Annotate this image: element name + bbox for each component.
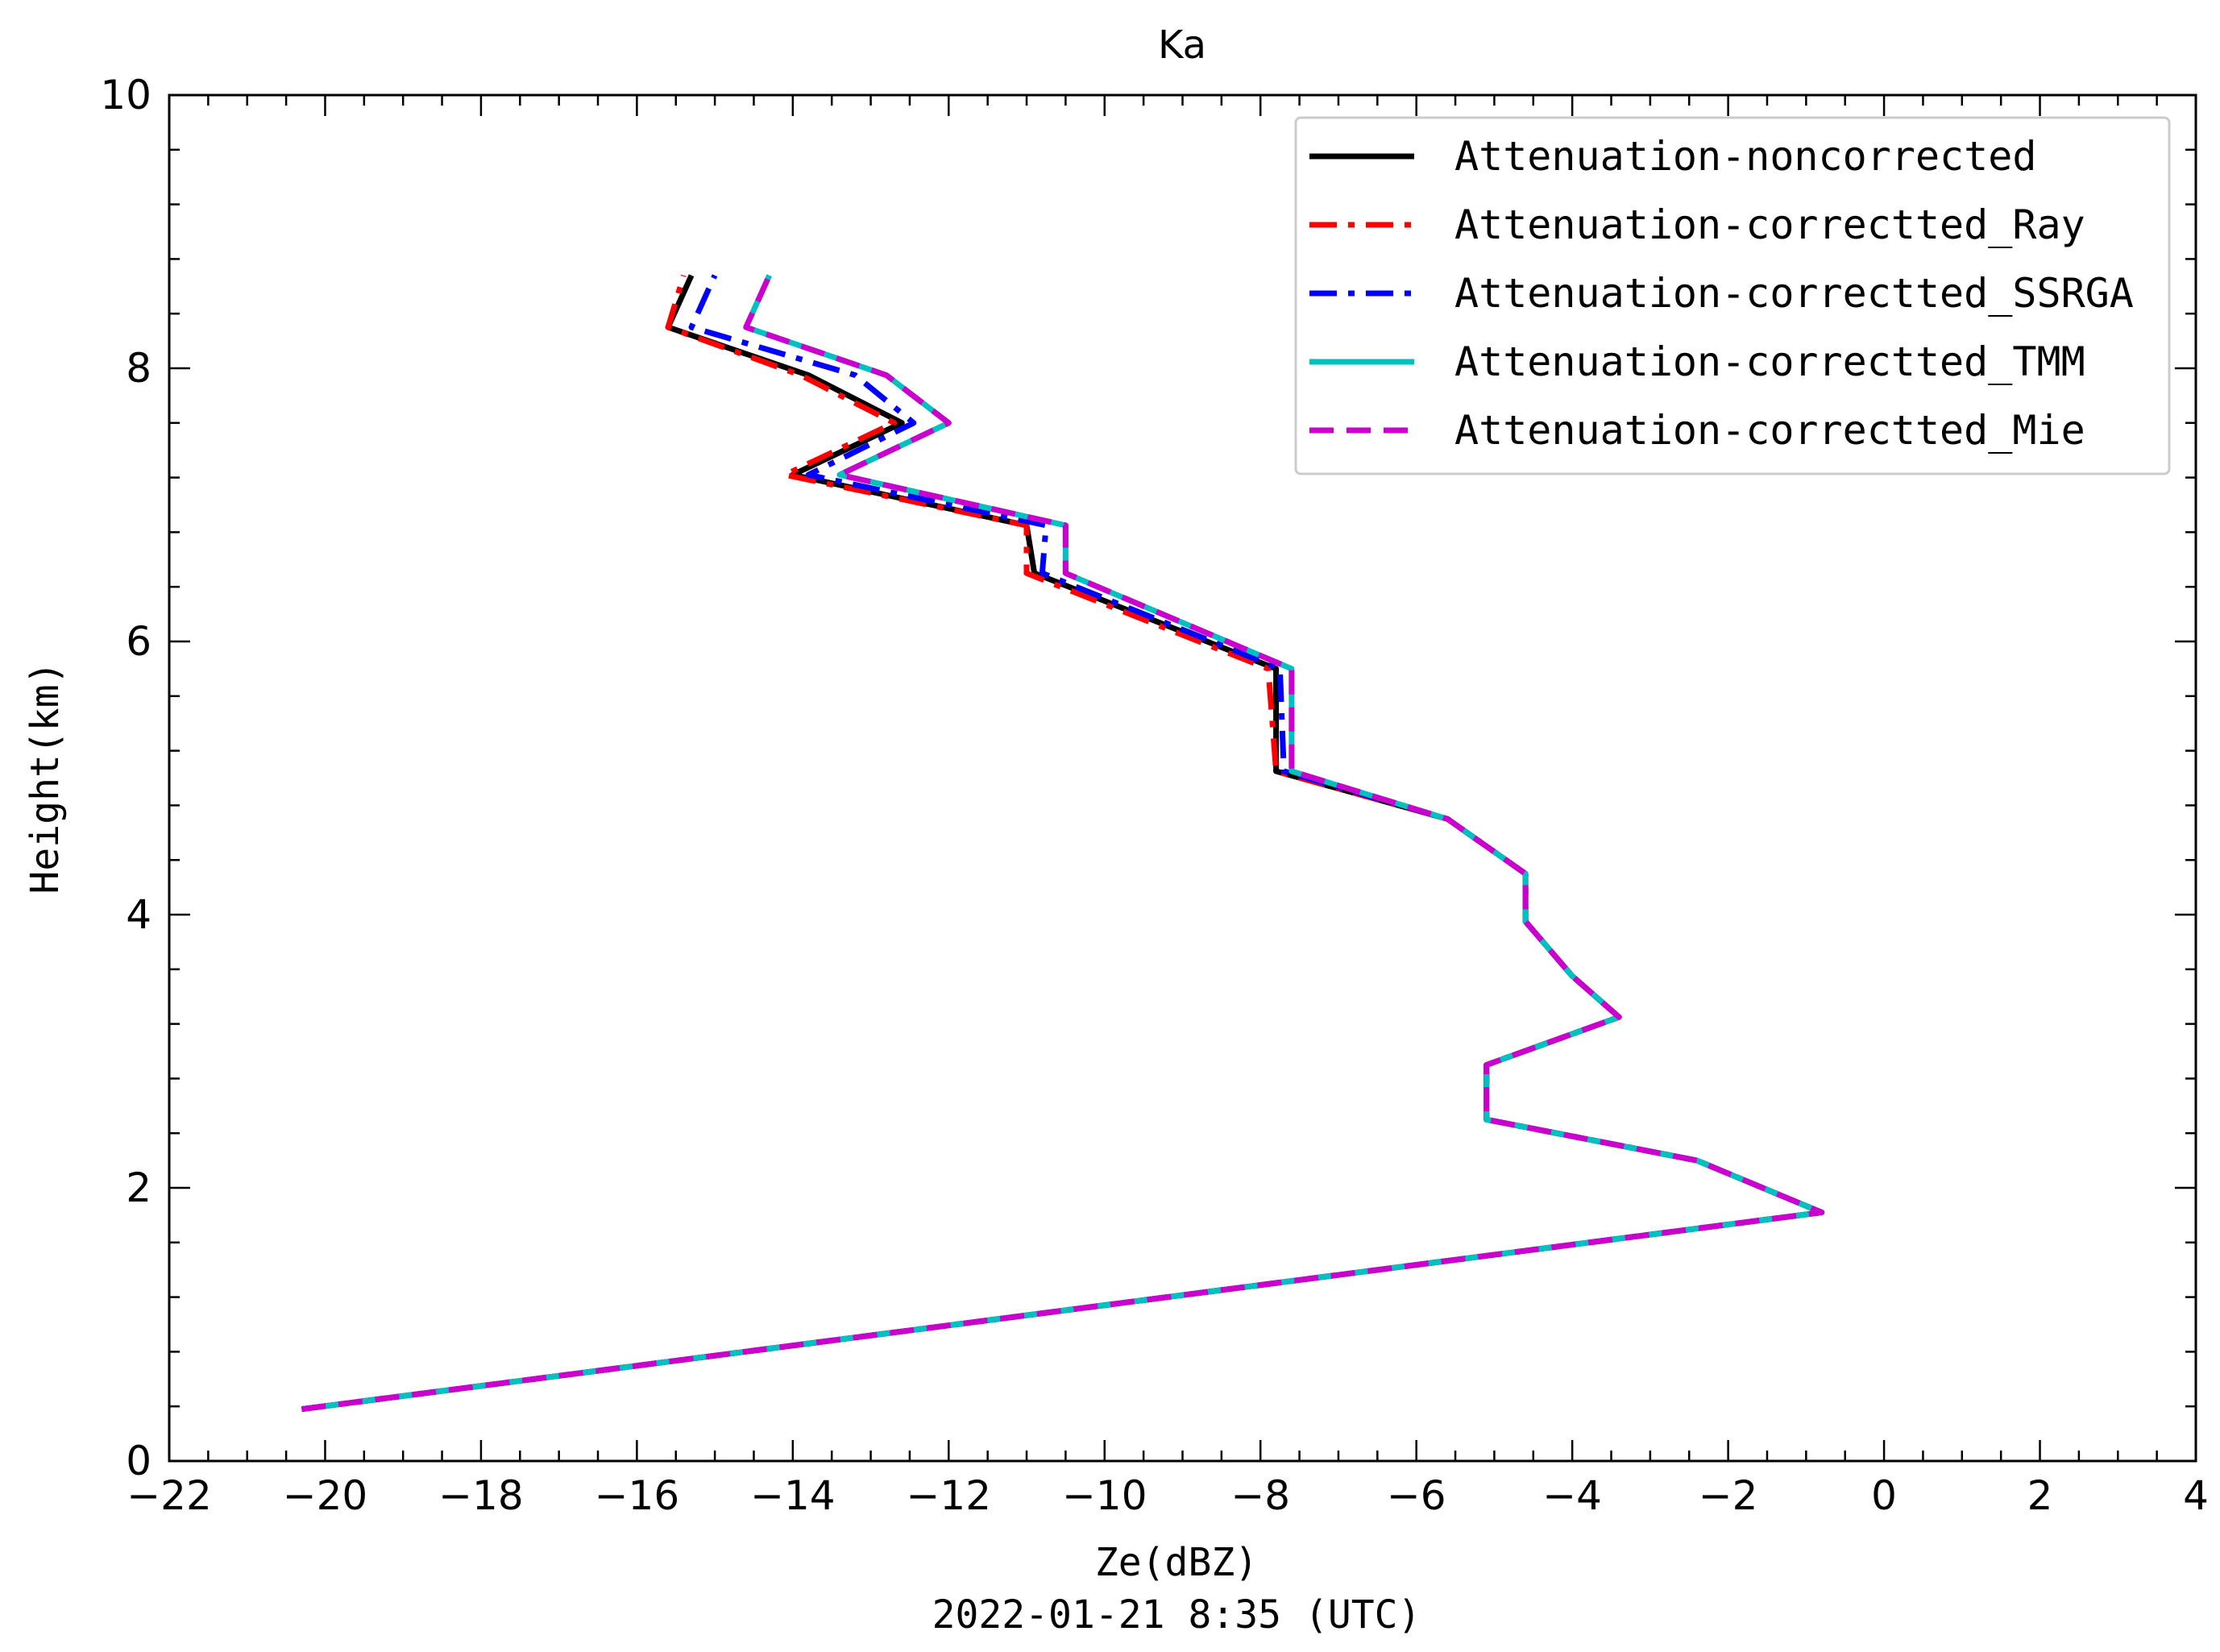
tick-marks — [168, 93, 2197, 1463]
x-tick-label: −8 — [1230, 1472, 1290, 1519]
x-tick-label: −16 — [595, 1472, 680, 1519]
series-line-4 — [301, 274, 1825, 1413]
x-tick-label: −4 — [1542, 1472, 1602, 1519]
chart-title: Ka — [1158, 23, 1206, 68]
legend-label-0: Attenuation-noncorrected — [1454, 133, 2036, 180]
y-tick-label: 2 — [126, 1164, 151, 1211]
legend-label-4: Attenuation-correctted_Mie — [1454, 407, 2085, 454]
x-tick-label: −6 — [1387, 1472, 1446, 1519]
y-tick-label: 4 — [126, 891, 151, 938]
legend: Attenuation-noncorrected Attenuation-corr… — [1294, 116, 2171, 475]
legend-label-3: Attenuation-correctted_TMM — [1454, 338, 2085, 385]
x-tick-label: −22 — [127, 1472, 212, 1519]
y-tick-label: 10 — [100, 72, 151, 118]
legend-box — [1294, 116, 2171, 475]
series-lines — [301, 274, 1825, 1413]
legend-label-1: Attenuation-correctted_Ray — [1454, 201, 2085, 248]
x-tick-label: −20 — [283, 1472, 368, 1519]
plot-frame — [168, 93, 2197, 1463]
x-tick-label: −12 — [907, 1472, 992, 1519]
x-tick-label: −10 — [1062, 1472, 1147, 1519]
x-tick-label: 0 — [1871, 1472, 1897, 1519]
y-tick-label: 6 — [126, 618, 151, 665]
x-tick-label: −18 — [438, 1472, 524, 1519]
y-tick-label: 8 — [126, 345, 151, 392]
x-axis-label: Ze(dBZ) — [1095, 1540, 1258, 1585]
x-tick-label: −14 — [750, 1472, 836, 1519]
x-tick-label: 4 — [2183, 1472, 2209, 1519]
x-tick-label: −2 — [1699, 1472, 1758, 1519]
legend-label-2: Attenuation-correctted_SSRGA — [1454, 270, 2134, 317]
x-tick-label: 2 — [2027, 1472, 2053, 1519]
y-tick-label: 0 — [126, 1438, 151, 1484]
x-axis-sublabel: 2022-01-21 8:35 (UTC) — [932, 1592, 1421, 1637]
y-axis-label: Height(km) — [23, 662, 68, 894]
